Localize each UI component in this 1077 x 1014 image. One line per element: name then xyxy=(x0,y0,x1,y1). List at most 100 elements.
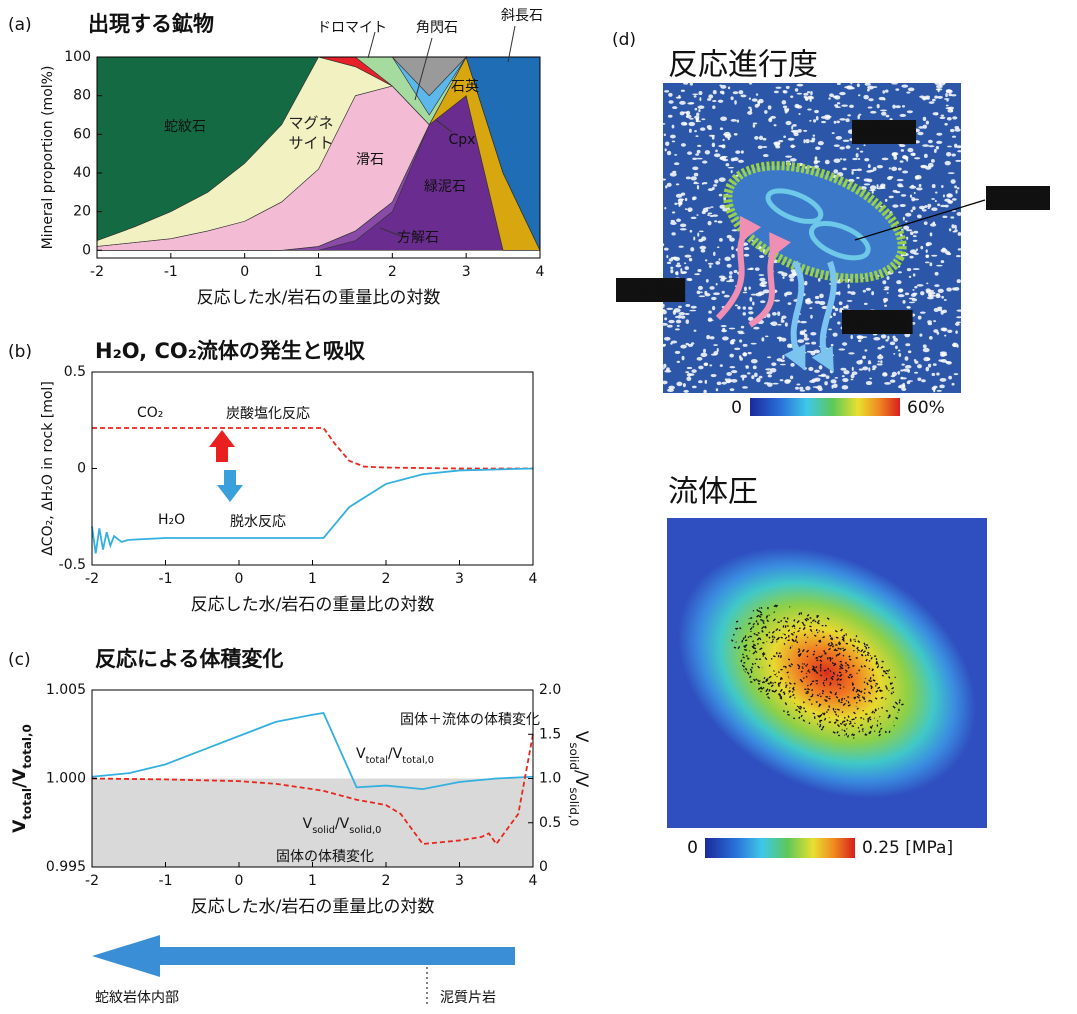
crack xyxy=(818,703,822,706)
speck xyxy=(886,276,890,280)
speck xyxy=(713,251,716,256)
crack xyxy=(822,630,824,633)
crack xyxy=(809,682,813,686)
speck xyxy=(670,269,674,274)
crack xyxy=(739,627,742,630)
speck xyxy=(679,100,686,105)
crack xyxy=(824,624,827,627)
crack xyxy=(778,692,782,696)
speck xyxy=(809,307,813,310)
speck xyxy=(710,373,717,378)
speck xyxy=(928,291,936,295)
speck xyxy=(862,289,867,293)
speck xyxy=(661,123,666,125)
crack xyxy=(788,682,792,685)
speck xyxy=(690,305,697,309)
speck xyxy=(897,265,901,268)
x-axis-label: 反応した水/岩石の重量比の対数 xyxy=(191,897,435,917)
speck xyxy=(810,332,817,336)
speck xyxy=(666,182,672,187)
map-label: CO₂ 流体 xyxy=(616,278,686,302)
speck xyxy=(767,105,772,110)
footer xyxy=(92,935,515,1005)
speck xyxy=(708,127,712,130)
panel-label: (d) xyxy=(612,30,636,50)
speck xyxy=(694,130,697,133)
crack xyxy=(868,691,872,695)
speck xyxy=(722,336,729,341)
crack xyxy=(838,642,841,646)
speck xyxy=(790,130,796,133)
speck xyxy=(873,337,881,341)
crack xyxy=(838,683,842,687)
speck xyxy=(790,269,797,273)
speck xyxy=(899,160,904,163)
speck xyxy=(915,248,918,252)
crack xyxy=(741,639,744,643)
speck xyxy=(865,380,873,386)
speck xyxy=(945,92,948,98)
h2o-arrow xyxy=(811,260,837,373)
speck xyxy=(764,110,768,114)
speck xyxy=(897,349,901,352)
crack xyxy=(868,679,872,683)
colorbar-label: 0.25 [MPa] xyxy=(862,838,953,858)
y-tick-label: 0.5 xyxy=(64,364,86,380)
speck xyxy=(721,290,725,294)
speck xyxy=(927,203,932,208)
speck xyxy=(954,126,960,130)
crack xyxy=(847,715,850,718)
speck xyxy=(889,379,896,383)
crack xyxy=(884,672,888,675)
crack xyxy=(839,665,843,669)
y-tick-label: -0.5 xyxy=(59,557,86,573)
crack xyxy=(835,696,839,699)
speck xyxy=(713,184,718,187)
crack xyxy=(784,702,788,706)
crack xyxy=(799,652,802,656)
speck xyxy=(906,236,909,240)
crack xyxy=(813,650,816,653)
y-axis-label: Mineral proportion (mol%) xyxy=(40,66,56,250)
crack xyxy=(821,725,825,729)
speck xyxy=(705,207,711,209)
speck xyxy=(955,189,958,194)
speck xyxy=(674,202,678,206)
speck xyxy=(922,144,929,147)
crack xyxy=(784,620,788,623)
crack xyxy=(833,662,837,666)
speck xyxy=(856,168,863,172)
speck xyxy=(928,101,935,104)
speck xyxy=(923,221,928,225)
crack xyxy=(846,663,850,667)
speck xyxy=(951,135,957,138)
speck xyxy=(925,366,930,372)
crack xyxy=(852,664,855,667)
speck xyxy=(913,198,920,201)
speck xyxy=(814,369,820,373)
speck xyxy=(858,368,864,371)
speck xyxy=(707,319,714,322)
crack xyxy=(837,683,839,686)
speck xyxy=(702,182,708,185)
crack xyxy=(797,648,801,651)
speck xyxy=(693,196,697,200)
speck xyxy=(872,365,877,369)
speck xyxy=(789,278,795,282)
speck xyxy=(843,370,850,375)
speck xyxy=(742,312,747,316)
speck xyxy=(785,108,790,112)
speck xyxy=(868,98,874,102)
crack xyxy=(773,611,776,614)
speck xyxy=(709,364,713,367)
crack xyxy=(804,641,807,644)
speck xyxy=(937,288,944,294)
speck xyxy=(685,176,691,180)
crack xyxy=(866,653,870,657)
speck xyxy=(913,252,919,255)
speck xyxy=(671,140,676,143)
crack xyxy=(814,634,817,637)
speck xyxy=(841,104,848,107)
crack xyxy=(880,689,883,692)
speck xyxy=(733,133,738,136)
